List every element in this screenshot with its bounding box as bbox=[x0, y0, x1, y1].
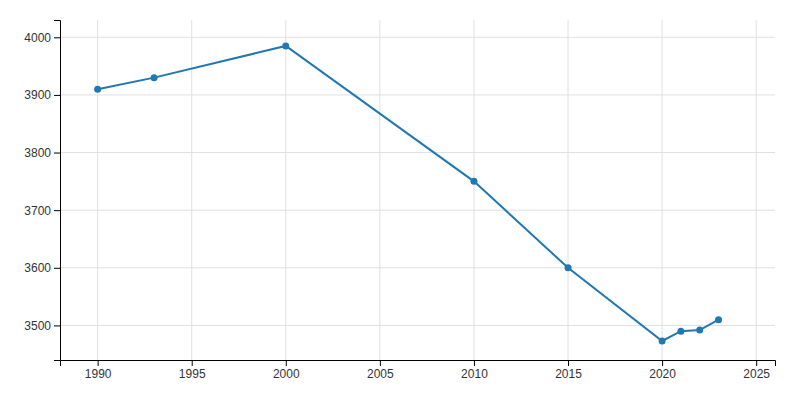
tick: 2010 bbox=[461, 360, 488, 381]
tick-mark bbox=[54, 268, 60, 269]
point bbox=[282, 42, 289, 49]
tick: 2025 bbox=[743, 360, 770, 381]
tick-mark bbox=[192, 360, 193, 366]
tick-label: 3500 bbox=[24, 319, 51, 333]
grid-line bbox=[662, 20, 663, 360]
series bbox=[94, 42, 722, 344]
axis-line bbox=[54, 21, 61, 361]
tick: 2000 bbox=[273, 360, 300, 381]
tick: 3800 bbox=[24, 146, 60, 160]
grid-line bbox=[756, 20, 757, 360]
tick-label: 1990 bbox=[85, 367, 112, 381]
tick: 3700 bbox=[24, 204, 60, 218]
point bbox=[715, 316, 722, 323]
grid-line bbox=[60, 325, 775, 326]
tick-mark bbox=[54, 37, 60, 38]
tick-mark bbox=[662, 360, 663, 366]
point bbox=[696, 327, 703, 334]
tick-mark bbox=[54, 95, 60, 96]
grid-line bbox=[60, 94, 775, 95]
grid-line bbox=[285, 20, 286, 360]
tick: 1990 bbox=[85, 360, 112, 381]
tick-label: 2025 bbox=[743, 367, 770, 381]
point bbox=[94, 86, 101, 93]
tick-mark bbox=[286, 360, 287, 366]
grid-line bbox=[191, 20, 192, 360]
chart: 1990 1995 2000 2005 2010 2015 2020 2025 3500 3600… bbox=[0, 0, 800, 400]
grid bbox=[60, 20, 775, 360]
x-axis: 1990 1995 2000 2005 2010 2015 2020 2025 bbox=[61, 360, 776, 381]
axis-line bbox=[61, 361, 776, 367]
tick: 3500 bbox=[24, 319, 60, 333]
tick-mark bbox=[98, 360, 99, 366]
point bbox=[677, 328, 684, 335]
tick-mark bbox=[54, 210, 60, 211]
tick-label: 2015 bbox=[555, 367, 582, 381]
tick: 2015 bbox=[555, 360, 582, 381]
tick: 4000 bbox=[24, 31, 60, 45]
tick: 2020 bbox=[649, 360, 676, 381]
grid-line bbox=[60, 210, 775, 211]
tick: 3600 bbox=[24, 261, 60, 275]
tick-label: 2005 bbox=[367, 367, 394, 381]
tick-label: 2000 bbox=[273, 367, 300, 381]
grid-line bbox=[473, 20, 474, 360]
tick: 2005 bbox=[367, 360, 394, 381]
tick-mark bbox=[54, 325, 60, 326]
grid-line bbox=[60, 152, 775, 153]
tick-mark bbox=[474, 360, 475, 366]
plot: 1990 1995 2000 2005 2010 2015 2020 2025 3500 3600… bbox=[24, 20, 775, 381]
point bbox=[151, 74, 158, 81]
tick: 3900 bbox=[24, 88, 60, 102]
grid-line bbox=[97, 20, 98, 360]
tick-mark bbox=[380, 360, 381, 366]
grid-line bbox=[379, 20, 380, 360]
tick-mark bbox=[756, 360, 757, 366]
tick-label: 1995 bbox=[179, 367, 206, 381]
point bbox=[659, 337, 666, 344]
tick-label: 3800 bbox=[24, 146, 51, 160]
tick-label: 3900 bbox=[24, 88, 51, 102]
tick-label: 2020 bbox=[649, 367, 676, 381]
grid-line bbox=[568, 20, 569, 360]
tick: 1995 bbox=[179, 360, 206, 381]
tick-label: 2010 bbox=[461, 367, 488, 381]
grid-line bbox=[60, 267, 775, 268]
tick-mark bbox=[54, 153, 60, 154]
tick-mark bbox=[568, 360, 569, 366]
point bbox=[565, 264, 572, 271]
grid-line bbox=[60, 37, 775, 38]
point bbox=[470, 178, 477, 185]
tick-label: 3600 bbox=[24, 261, 51, 275]
line bbox=[98, 46, 719, 341]
y-axis: 3500 3600 3700 3800 3900 4000 bbox=[24, 21, 60, 361]
tick-label: 4000 bbox=[24, 31, 51, 45]
tick-label: 3700 bbox=[24, 204, 51, 218]
